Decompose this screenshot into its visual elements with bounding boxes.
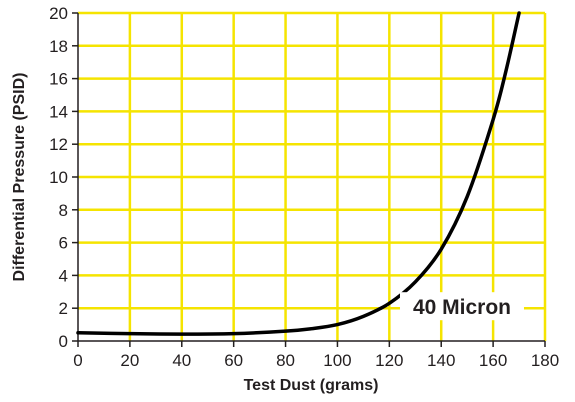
y-tick-label: 0 [59,332,68,351]
annotation-label: 40 Micron [413,296,511,319]
y-tick-labels: 0 2 4 6 8 10 12 14 16 18 20 [49,4,68,351]
x-tick-label: 20 [120,351,139,370]
y-tick-label: 12 [49,135,68,154]
x-axis-title: Test Dust (grams) [244,377,379,394]
y-tick-label: 14 [49,102,68,121]
x-tick-label: 140 [427,351,455,370]
x-tick-label: 40 [172,351,191,370]
y-tick-label: 4 [59,266,68,285]
x-tick-label: 0 [73,351,82,370]
x-tick-labels: 0 20 40 60 80 100 120 140 160 180 [73,351,559,370]
x-tick-label: 100 [323,351,351,370]
annotations: 40 Micron [399,292,524,321]
series-group [76,11,521,336]
y-tick-label: 2 [59,299,68,318]
y-tick-label: 10 [49,168,68,187]
y-tick-label: 8 [59,201,68,220]
x-tick-label: 120 [375,351,403,370]
annotation-background [399,292,524,321]
y-tick-label: 16 [49,70,68,89]
y-axis-title: Differential Pressure (PSID) [11,73,28,282]
y-tick-label: 6 [59,234,68,253]
series-line [76,11,521,336]
x-tick-label: 60 [224,351,243,370]
axes [72,12,546,347]
y-tick-label: 18 [49,37,68,56]
x-tick-label: 80 [276,351,295,370]
y-tick-label: 20 [49,4,68,23]
x-tick-label: 180 [531,351,559,370]
x-tick-label: 160 [479,351,507,370]
